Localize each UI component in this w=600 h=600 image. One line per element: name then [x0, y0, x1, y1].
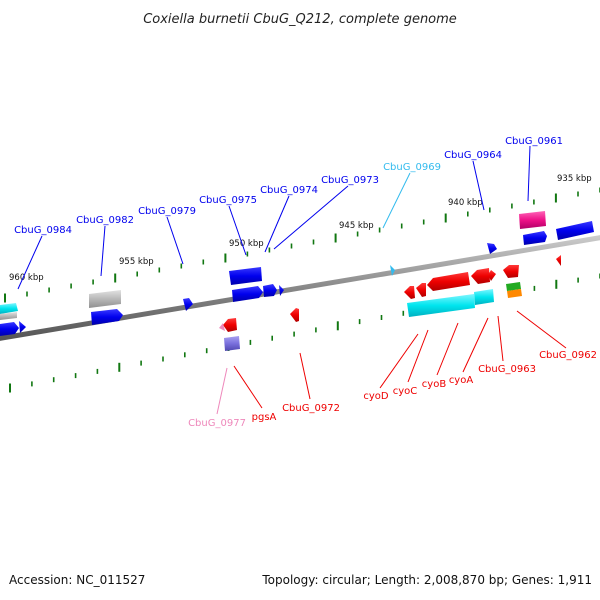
tick-label-955kbp: 955 kbp	[119, 257, 154, 267]
gene-cbug0977-arrow[interactable]	[219, 323, 225, 331]
callout-pgsA	[233, 365, 263, 409]
gene-cbug0973-arrow[interactable]	[263, 284, 277, 297]
callout-cbug0963	[497, 315, 504, 362]
label-cbug0979[interactable]: CbuG_0979	[138, 206, 196, 217]
gene-cyoC-arrow[interactable]	[416, 283, 426, 297]
gene-cbug0963-arrow[interactable]	[503, 265, 519, 278]
callout-cbug0984	[17, 235, 43, 290]
callout-cbug0982	[100, 225, 106, 277]
gene-labels: CbuG_0961 CbuG_0964 CbuG_0969 CbuG_0973 …	[14, 136, 597, 429]
gene-cbug0961-arrow[interactable]	[556, 221, 594, 240]
label-cbug0961[interactable]: CbuG_0961	[505, 136, 563, 147]
gene-cbug0962a-arrow[interactable]	[523, 231, 547, 245]
gene-pgsA-arrow[interactable]	[223, 318, 237, 332]
gene-cbug0962-arrow[interactable]	[556, 255, 561, 266]
label-cbug0972[interactable]: CbuG_0972	[282, 403, 340, 414]
tick-row-outer	[4, 187, 600, 303]
gene-magenta-feature[interactable]	[519, 211, 546, 229]
gene-cbug0984-arrow[interactable]	[0, 322, 19, 336]
tick-label-950kbp: 950 kbp	[229, 239, 264, 249]
callout-cbug0979	[166, 216, 184, 265]
callout-cbug0977	[216, 367, 228, 415]
label-cbug0977[interactable]: CbuG_0977	[188, 418, 246, 429]
gene-cbug0985-arrow[interactable]	[19, 321, 26, 333]
gene-cyoB-arrow[interactable]	[427, 272, 470, 291]
gene-cbug0979-arrow[interactable]	[183, 298, 193, 311]
gene-cbug0982-feature[interactable]	[89, 290, 121, 308]
callout-lines	[17, 145, 567, 415]
callout-cbug0969	[382, 172, 411, 229]
label-cbug0974[interactable]: CbuG_0974	[260, 185, 318, 196]
gene-small-forward-arrow[interactable]	[279, 285, 284, 296]
label-cbug0969[interactable]: CbuG_0969	[383, 162, 441, 173]
label-cbug0962[interactable]: CbuG_0962	[539, 350, 597, 361]
tick-label-935kbp: 935 kbp	[557, 174, 592, 184]
gene-small-reverse-arrow[interactable]	[488, 270, 496, 281]
label-cyoC[interactable]: cyoC	[393, 386, 418, 397]
callout-cyoA	[462, 317, 489, 373]
gene-violet-feature[interactable]	[224, 336, 240, 351]
gene-cbug0975-arrow[interactable]	[229, 267, 262, 285]
callout-cbug0964	[472, 160, 485, 211]
topology-text: Topology: circular; Length: 2,008,870 bp…	[262, 573, 592, 587]
gene-cbug0972-arrow[interactable]	[290, 308, 299, 322]
callout-cbug0962	[516, 310, 567, 349]
gene-cyo-cyan-feature[interactable]	[407, 294, 475, 317]
gene-cbug0969-arrow[interactable]	[390, 265, 395, 276]
gene-cyoD-arrow[interactable]	[404, 286, 415, 299]
gene-cbug0984-cyan[interactable]	[0, 303, 18, 314]
gene-cbug0963-green[interactable]	[506, 282, 521, 291]
callout-cyoD	[379, 333, 419, 389]
label-cyoA[interactable]: cyoA	[449, 375, 474, 386]
label-cbug0975[interactable]: CbuG_0975	[199, 195, 257, 206]
callout-cyoC	[407, 329, 429, 383]
gene-cbug0974-arrow[interactable]	[232, 286, 263, 302]
gene-cbug0963-orange[interactable]	[507, 289, 522, 298]
label-cyoD[interactable]: cyoD	[363, 391, 389, 402]
gene-cyoA-arrow[interactable]	[471, 268, 490, 284]
gene-cbug0964-arrow[interactable]	[487, 243, 497, 254]
tick-label-945kbp: 945 kbp	[339, 221, 374, 231]
accession-text: Accession: NC_011527	[9, 573, 146, 587]
reverse-features	[219, 255, 561, 351]
callout-cbug0972	[299, 352, 311, 400]
callout-cbug0975	[228, 205, 247, 256]
label-cbug0982[interactable]: CbuG_0982	[76, 215, 134, 226]
gene-cbug0983-arrow[interactable]	[91, 309, 123, 325]
forward-features	[0, 211, 594, 336]
gene-cbug0984-gray[interactable]	[0, 312, 17, 320]
label-cbug0964[interactable]: CbuG_0964	[444, 150, 502, 161]
label-cbug0963[interactable]: CbuG_0963	[478, 364, 536, 375]
tick-label-960kbp: 960 kbp	[9, 273, 44, 283]
label-cbug0984[interactable]: CbuG_0984	[14, 225, 72, 236]
callout-cbug0974	[264, 195, 290, 253]
label-cbug0973[interactable]: CbuG_0973	[321, 175, 379, 186]
tick-label-940kbp: 940 kbp	[448, 198, 483, 208]
label-pgsA[interactable]: pgsA	[252, 412, 277, 423]
map-title: Coxiella burnetii CbuG_Q212, complete ge…	[143, 12, 457, 27]
callout-cbug0961	[527, 145, 531, 202]
gene-cyo-cyan-feature-2[interactable]	[474, 289, 494, 305]
label-cyoB[interactable]: cyoB	[422, 379, 447, 390]
callout-cyoB	[436, 322, 459, 376]
callout-cbug0973	[273, 185, 349, 250]
